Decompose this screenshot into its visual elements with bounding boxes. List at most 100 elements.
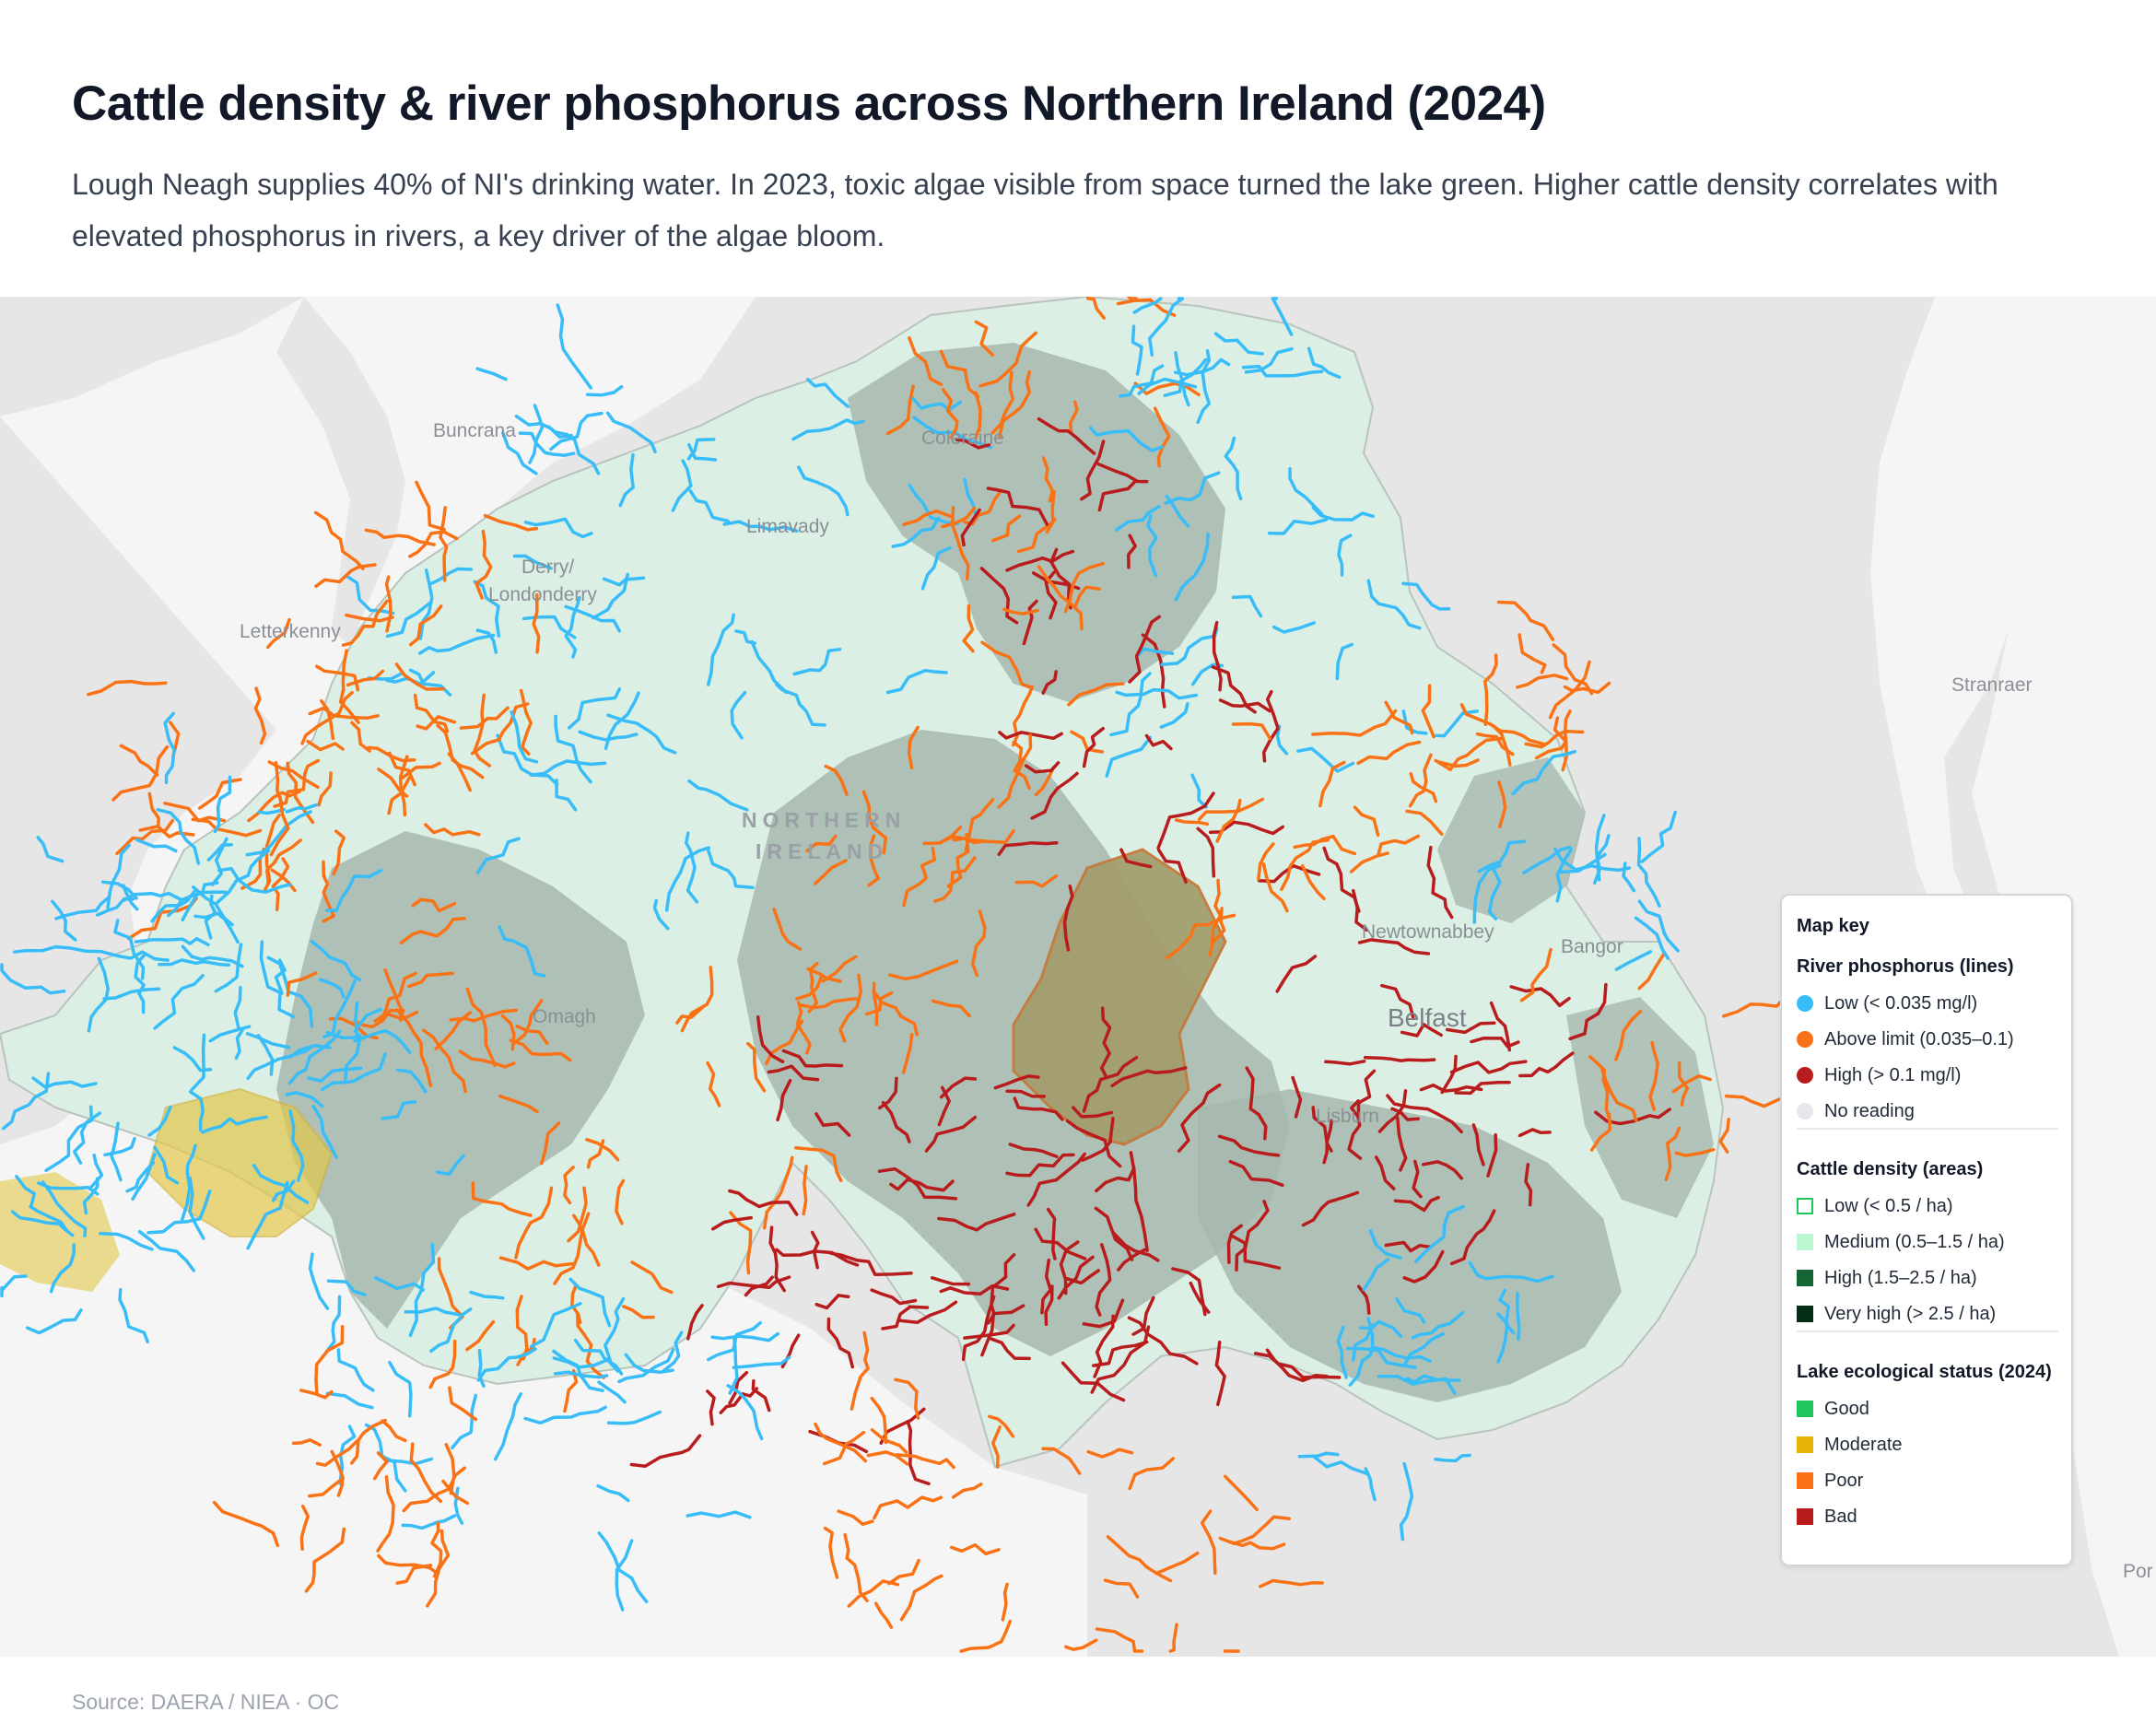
river-segment [941, 506, 977, 529]
river-segment [188, 1090, 205, 1132]
river-segment [930, 1276, 971, 1286]
river-segment [395, 1068, 428, 1094]
river-segment [554, 714, 592, 784]
river-segment [1267, 518, 1329, 535]
river-segment [1402, 1249, 1445, 1284]
river-segment [870, 1396, 888, 1445]
river-segment [837, 1509, 874, 1526]
river-segment [413, 693, 450, 733]
river-segment [493, 1392, 523, 1461]
river-segment [103, 1136, 136, 1157]
river-segment [1637, 899, 1680, 953]
river-segment [1346, 1346, 1417, 1369]
place-label-coleraine: Coleraine [921, 428, 1004, 449]
river-segment [308, 706, 380, 720]
river-segment [795, 1001, 812, 1055]
lough-erne[interactable] [146, 1087, 334, 1237]
river-segment [1471, 1123, 1485, 1166]
river-segment [961, 1295, 996, 1362]
river-segment [113, 919, 146, 980]
river-segment [402, 1466, 466, 1513]
river-segment [1517, 1128, 1552, 1138]
river-segment [1560, 852, 1607, 874]
river-segment [1103, 1578, 1140, 1599]
river-segment [951, 506, 970, 581]
river-segment [51, 899, 77, 942]
river-segment [991, 1425, 1002, 1469]
river-segment [134, 936, 210, 947]
river-segment [1393, 1195, 1440, 1213]
river-segment [555, 778, 578, 812]
river-segment [1337, 533, 1353, 577]
legend-label: Above limit (0.035–0.1) [1824, 1028, 2014, 1049]
river-segment [1275, 724, 1289, 756]
river-segment [1073, 585, 1101, 608]
river-segment [1489, 1001, 1512, 1052]
river-segment [217, 866, 292, 894]
river-segment [439, 506, 449, 582]
river-segment [1511, 749, 1577, 796]
river-segment [1156, 848, 1188, 885]
lough-erne-lower[interactable] [0, 1172, 120, 1292]
river-segment [1037, 565, 1084, 631]
river-segment [1588, 1055, 1612, 1125]
river-segment [1380, 983, 1415, 1019]
river-segment [395, 1008, 433, 1087]
river-segment [1165, 494, 1190, 528]
river-segment [962, 604, 975, 653]
river-segment [1037, 416, 1096, 455]
river-segment [605, 411, 657, 453]
river-segment [511, 999, 544, 1046]
river-segment [1311, 1454, 1369, 1476]
river-segment [341, 599, 389, 647]
river-segment [1336, 1325, 1348, 1379]
river-segment [920, 546, 952, 591]
legend-swatch [1797, 1306, 1813, 1322]
river-segment [388, 1360, 413, 1418]
river-segment [515, 1295, 529, 1361]
river-segment [750, 639, 788, 694]
river-segment [473, 693, 492, 768]
river-segment [269, 795, 290, 857]
river-segment [1445, 1021, 1496, 1035]
river-segment [0, 1274, 28, 1298]
river-segment [518, 431, 576, 457]
river-segment [1636, 837, 1661, 908]
river-segment [1153, 406, 1171, 468]
river-segment [500, 1014, 516, 1051]
river-segment [313, 510, 365, 570]
river-segment [1127, 1316, 1199, 1366]
river-segment [821, 955, 858, 983]
river-segment [885, 668, 948, 695]
river-segment [434, 1011, 473, 1051]
river-segment [1468, 1260, 1554, 1284]
river-segment [1154, 1551, 1200, 1576]
river-segment [1212, 620, 1223, 692]
legend-label: Very high (> 2.5 / ha) [1824, 1303, 1997, 1324]
river-segment [299, 1504, 310, 1552]
river-segment [475, 367, 508, 381]
river-segment [1011, 685, 1035, 747]
river-segment [686, 438, 716, 461]
river-segment [1353, 805, 1380, 838]
river-segment [1487, 866, 1502, 921]
river-segment [1518, 1051, 1575, 1078]
river-segment [1568, 982, 1608, 1041]
river-segment [732, 1355, 791, 1369]
river-segment [1454, 1080, 1511, 1096]
river-segment [1470, 1037, 1520, 1049]
river-segment [1594, 1108, 1671, 1126]
river-segment [687, 442, 718, 462]
river-segment [592, 572, 629, 620]
river-segment [1080, 440, 1106, 501]
cattle-high-region-southeast [1198, 1089, 1622, 1402]
river-segment [1640, 810, 1677, 863]
river-segment [408, 530, 459, 558]
river-segment [1296, 746, 1355, 773]
river-segment [512, 554, 553, 570]
river-segment [726, 1384, 764, 1441]
river-segment [501, 430, 538, 475]
river-segment [437, 1257, 464, 1330]
river-segment [1226, 1224, 1243, 1264]
legend-swatch [1797, 1031, 1813, 1048]
